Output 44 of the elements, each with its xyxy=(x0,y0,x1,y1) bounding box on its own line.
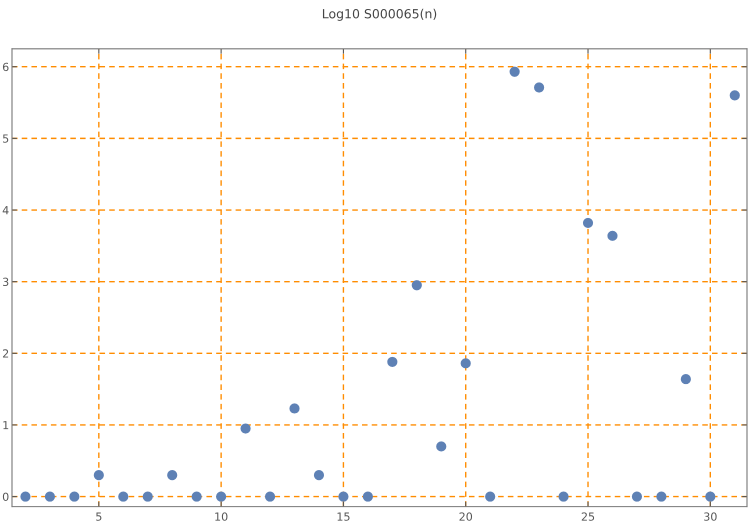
x-tick-label: 15 xyxy=(338,512,350,521)
point xyxy=(534,82,544,93)
point xyxy=(69,492,80,502)
point xyxy=(118,492,128,502)
point xyxy=(44,492,55,502)
point xyxy=(436,441,446,452)
y-tick-label: 2 xyxy=(2,349,8,358)
y-tick-label: 0 xyxy=(2,492,8,501)
y-tick-label: 4 xyxy=(2,206,9,214)
point xyxy=(485,492,496,502)
point xyxy=(558,492,569,502)
point xyxy=(20,492,31,502)
point xyxy=(94,470,104,480)
y-tick-label: 3 xyxy=(3,278,8,286)
point xyxy=(387,356,398,367)
y-tick-label: 6 xyxy=(2,62,9,72)
point xyxy=(216,492,226,502)
y-tick-label: 1 xyxy=(3,421,8,430)
point xyxy=(289,403,300,414)
point xyxy=(730,90,740,100)
point xyxy=(240,423,251,434)
x-tick-label: 5 xyxy=(96,512,102,521)
point xyxy=(607,230,618,241)
x-tick-label: 20 xyxy=(459,512,472,521)
x-tick-label: 30 xyxy=(704,512,717,521)
point xyxy=(632,492,642,502)
x-tick-label: 10 xyxy=(215,512,228,521)
point xyxy=(338,492,349,502)
point xyxy=(142,492,153,502)
point xyxy=(510,66,520,77)
point xyxy=(192,492,202,502)
point xyxy=(167,470,178,480)
point xyxy=(656,492,666,502)
point xyxy=(582,218,594,228)
point xyxy=(314,470,324,480)
point xyxy=(412,280,422,290)
point xyxy=(680,374,691,384)
chart-title: Log10 S000065(n) xyxy=(322,8,436,21)
point xyxy=(362,492,373,502)
point xyxy=(705,492,716,502)
point xyxy=(460,358,471,368)
x-tick-label: 25 xyxy=(582,512,594,521)
point xyxy=(264,492,276,502)
y-tick-label: 5 xyxy=(3,134,8,143)
